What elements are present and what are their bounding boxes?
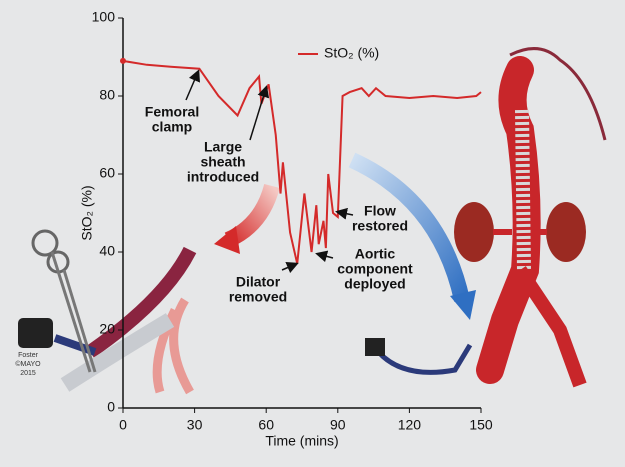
annotation: clamp [152, 119, 192, 135]
x-tick-label: 90 [330, 417, 346, 433]
y-tick-label: 20 [99, 321, 115, 337]
annotation: removed [229, 289, 287, 305]
credit: ©MAYO [15, 360, 41, 368]
annotation: introduced [187, 169, 259, 185]
annotation: Flow [364, 203, 396, 219]
y-tick-label: 100 [92, 9, 116, 25]
annotation-arrow [281, 262, 299, 274]
credit: 2015 [20, 370, 36, 377]
y-tick-label: 60 [99, 165, 115, 181]
data-line [122, 59, 482, 264]
annotation: sheath [200, 154, 245, 170]
x-tick-label: 150 [469, 417, 493, 433]
annotation: Dilator [236, 274, 281, 290]
annotation: Femoral [145, 104, 199, 120]
y-tick-label: 0 [107, 399, 115, 415]
annotation: component [337, 261, 413, 277]
legend-label: StO₂ (%) [324, 45, 379, 61]
y-axis-label: StO₂ (%) [79, 185, 95, 240]
x-tick-label: 0 [119, 417, 127, 433]
annotation-arrow [335, 207, 354, 220]
start-marker [120, 57, 126, 64]
credit: Foster [18, 352, 39, 359]
annotation-arrow [315, 250, 334, 263]
y-tick-label: 40 [99, 243, 115, 259]
annotation-arrow [249, 85, 270, 141]
annotation: deployed [344, 276, 405, 292]
x-tick-label: 60 [258, 417, 274, 433]
x-axis-label: Time (mins) [265, 433, 338, 449]
annotation: restored [352, 218, 408, 234]
annotation: Large [204, 139, 242, 155]
axes [122, 18, 481, 409]
x-tick-label: 120 [398, 417, 422, 433]
y-tick-label: 80 [99, 87, 115, 103]
annotation: Aortic [355, 246, 396, 262]
annotation-arrow [185, 69, 200, 101]
illustration [18, 47, 607, 395]
x-tick-label: 30 [187, 417, 203, 433]
